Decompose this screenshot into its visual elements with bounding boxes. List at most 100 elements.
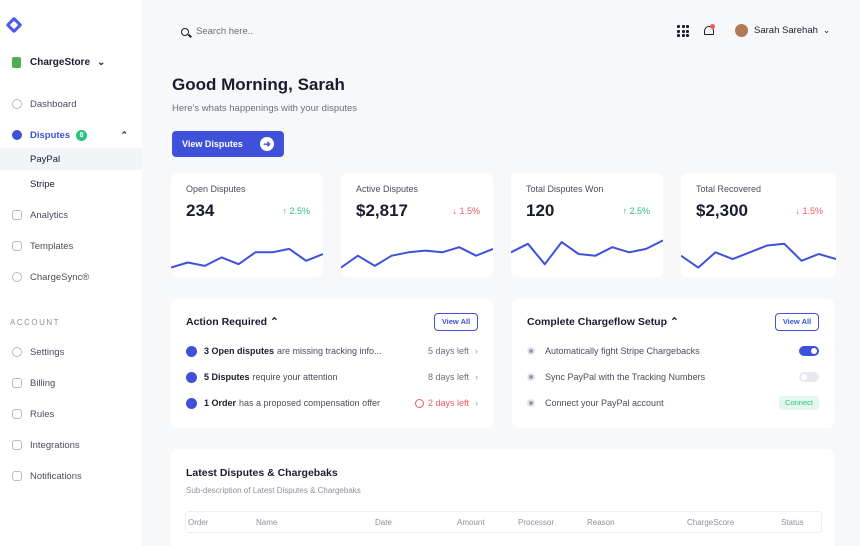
sidebar-item-label: Analytics	[30, 209, 69, 221]
column-header-order[interactable]: Order	[188, 518, 209, 527]
column-header-amount[interactable]: Amount	[457, 518, 485, 527]
view-disputes-button[interactable]: View Disputes ➜	[172, 131, 284, 157]
sidebar-item-label: Disputes	[30, 129, 71, 141]
sidebar-item-paypal[interactable]: PayPal	[0, 148, 142, 170]
due-text: 2 days left	[427, 398, 469, 408]
search-placeholder: Search here..	[196, 26, 254, 37]
stat-card-active-disputes[interactable]: Active Disputes $2,817 ↓ 1.5%	[341, 173, 493, 277]
action-required-title[interactable]: Action Required ⌃	[186, 316, 279, 328]
stat-value: $2,300	[696, 201, 748, 220]
column-header-processor[interactable]: Processor	[518, 518, 555, 527]
column-header-status[interactable]: Status	[781, 518, 804, 527]
due-label: 2 days left ›	[414, 398, 478, 408]
search-icon	[181, 27, 189, 36]
action-row[interactable]: 5 Disputes require your attention 8 days …	[186, 370, 478, 384]
stat-card-total-recovered[interactable]: Total Recovered $2,300 ↓ 1.5%	[681, 173, 836, 277]
action-text: require your attention	[252, 372, 338, 382]
setup-label: Connect your PayPal account	[545, 398, 664, 408]
column-header-chargescore[interactable]: ChargeScore	[687, 518, 735, 527]
view-all-actions-button[interactable]: View All	[434, 313, 478, 331]
sidebar-item-analytics[interactable]: Analytics	[0, 204, 142, 226]
sparkline-path	[681, 242, 836, 269]
bell-icon[interactable]	[703, 24, 715, 38]
sparkline-path	[341, 246, 493, 269]
logo-icon[interactable]	[5, 16, 23, 34]
sparkline	[341, 246, 493, 269]
stat-change-value: 1.5%	[459, 206, 480, 216]
connect-paypal-button[interactable]: Connect	[779, 396, 819, 410]
chat-icon	[186, 345, 197, 357]
clock-icon	[414, 398, 424, 408]
store-name: ChargeStore	[30, 56, 91, 68]
box-icon	[186, 397, 197, 409]
sparkline	[681, 242, 836, 269]
paypal-sync-toggle[interactable]	[799, 372, 819, 382]
sidebar-item-dashboard[interactable]: Dashboard	[0, 93, 142, 115]
setup-panel: Complete Chargeflow Setup ⌃ View All Aut…	[512, 299, 834, 428]
avatar	[735, 24, 748, 37]
stat-change: ↓ 1.5%	[452, 206, 480, 216]
setup-title[interactable]: Complete Chargeflow Setup ⌃	[527, 316, 679, 328]
action-required-panel: Action Required ⌃ View All 3 Open disput…	[171, 299, 493, 428]
sidebar-item-billing[interactable]: Billing	[0, 372, 142, 394]
apps-grid-icon[interactable]	[677, 25, 689, 37]
sparkline-path	[511, 239, 663, 266]
sidebar-item-label: Billing	[30, 377, 56, 389]
setup-label: Automatically fight Stripe Chargebacks	[545, 346, 700, 356]
view-all-setup-button[interactable]: View All	[775, 313, 819, 331]
trend-down-icon: ↓	[795, 206, 803, 216]
sidebar-item-disputes[interactable]: Disputes 8 ⌃	[0, 124, 142, 146]
setup-row: Automatically fight Stripe Chargebacks	[527, 344, 819, 358]
sidebar-item-templates[interactable]: Templates	[0, 235, 142, 257]
stat-change-value: 2.5%	[629, 206, 650, 216]
analytics-icon	[12, 210, 22, 220]
action-row[interactable]: 3 Open disputes are missing tracking info…	[186, 344, 478, 358]
shopify-icon	[12, 56, 21, 68]
sidebar-item-label: PayPal	[30, 153, 61, 165]
sidebar-item-settings[interactable]: Settings	[0, 341, 142, 363]
stat-change-value: 1.5%	[802, 206, 823, 216]
chevron-right-icon: ›	[475, 398, 478, 408]
page-subtitle: Here's whats happenings with your disput…	[172, 103, 358, 114]
action-row[interactable]: 1 Order has a proposed compensation offer…	[186, 396, 478, 410]
sidebar: ChargeStore ⌄ Dashboard Disputes 8 ⌃ Pay…	[0, 0, 142, 546]
user-menu[interactable]: Sarah Sarehah ⌄	[735, 24, 830, 37]
setup-row: Connect your PayPal account Connect	[527, 396, 819, 410]
rules-icon	[12, 409, 22, 419]
column-header-date[interactable]: Date	[375, 518, 392, 527]
action-count: 5 Disputes	[204, 372, 250, 382]
notification-dot	[710, 24, 715, 29]
stripe-toggle[interactable]	[799, 346, 819, 356]
action-text: are missing tracking info...	[277, 346, 382, 356]
latest-disputes-panel: Latest Disputes & Chargebaks Sub-descrip…	[171, 449, 834, 546]
sync-icon	[12, 272, 22, 282]
sparkline	[171, 247, 323, 269]
column-header-name[interactable]: Name	[256, 518, 278, 527]
stat-label: Open Disputes	[186, 184, 246, 194]
sidebar-item-integrations[interactable]: Integrations	[0, 434, 142, 456]
sidebar-item-notifications[interactable]: Notifications	[0, 465, 142, 487]
arrow-right-icon: ➜	[260, 137, 274, 151]
sidebar-item-chargesync[interactable]: ChargeSync®	[0, 266, 142, 288]
chevron-up-icon[interactable]: ⌃	[120, 129, 128, 140]
chevron-up-icon: ⌃	[270, 316, 279, 328]
sidebar-item-stripe[interactable]: Stripe	[0, 173, 142, 195]
action-text: has a proposed compensation offer	[239, 398, 380, 408]
stat-value: 120	[526, 201, 555, 220]
search-input[interactable]: Search here..	[181, 26, 253, 37]
trend-down-icon: ↓	[452, 206, 460, 216]
chevron-right-icon: ›	[475, 372, 478, 382]
sidebar-item-rules[interactable]: Rules	[0, 403, 142, 425]
stat-card-disputes-won[interactable]: Total Disputes Won 120 ↑ 2.5%	[511, 173, 663, 277]
sidebar-item-label: Rules	[30, 408, 55, 420]
stat-change: ↑ 2.5%	[282, 206, 310, 216]
column-header-reason[interactable]: Reason	[587, 518, 615, 527]
stat-label: Total Recovered	[696, 184, 762, 194]
store-selector[interactable]: ChargeStore ⌄	[12, 55, 105, 69]
stat-card-open-disputes[interactable]: Open Disputes 234 ↑ 2.5%	[171, 173, 323, 277]
table-title: Latest Disputes & Chargebaks	[186, 467, 338, 479]
chevron-up-icon: ⌃	[669, 316, 679, 328]
account-section-label: ACCOUNT	[10, 318, 61, 327]
credit-card-icon	[12, 378, 22, 388]
gear-icon	[12, 347, 22, 357]
